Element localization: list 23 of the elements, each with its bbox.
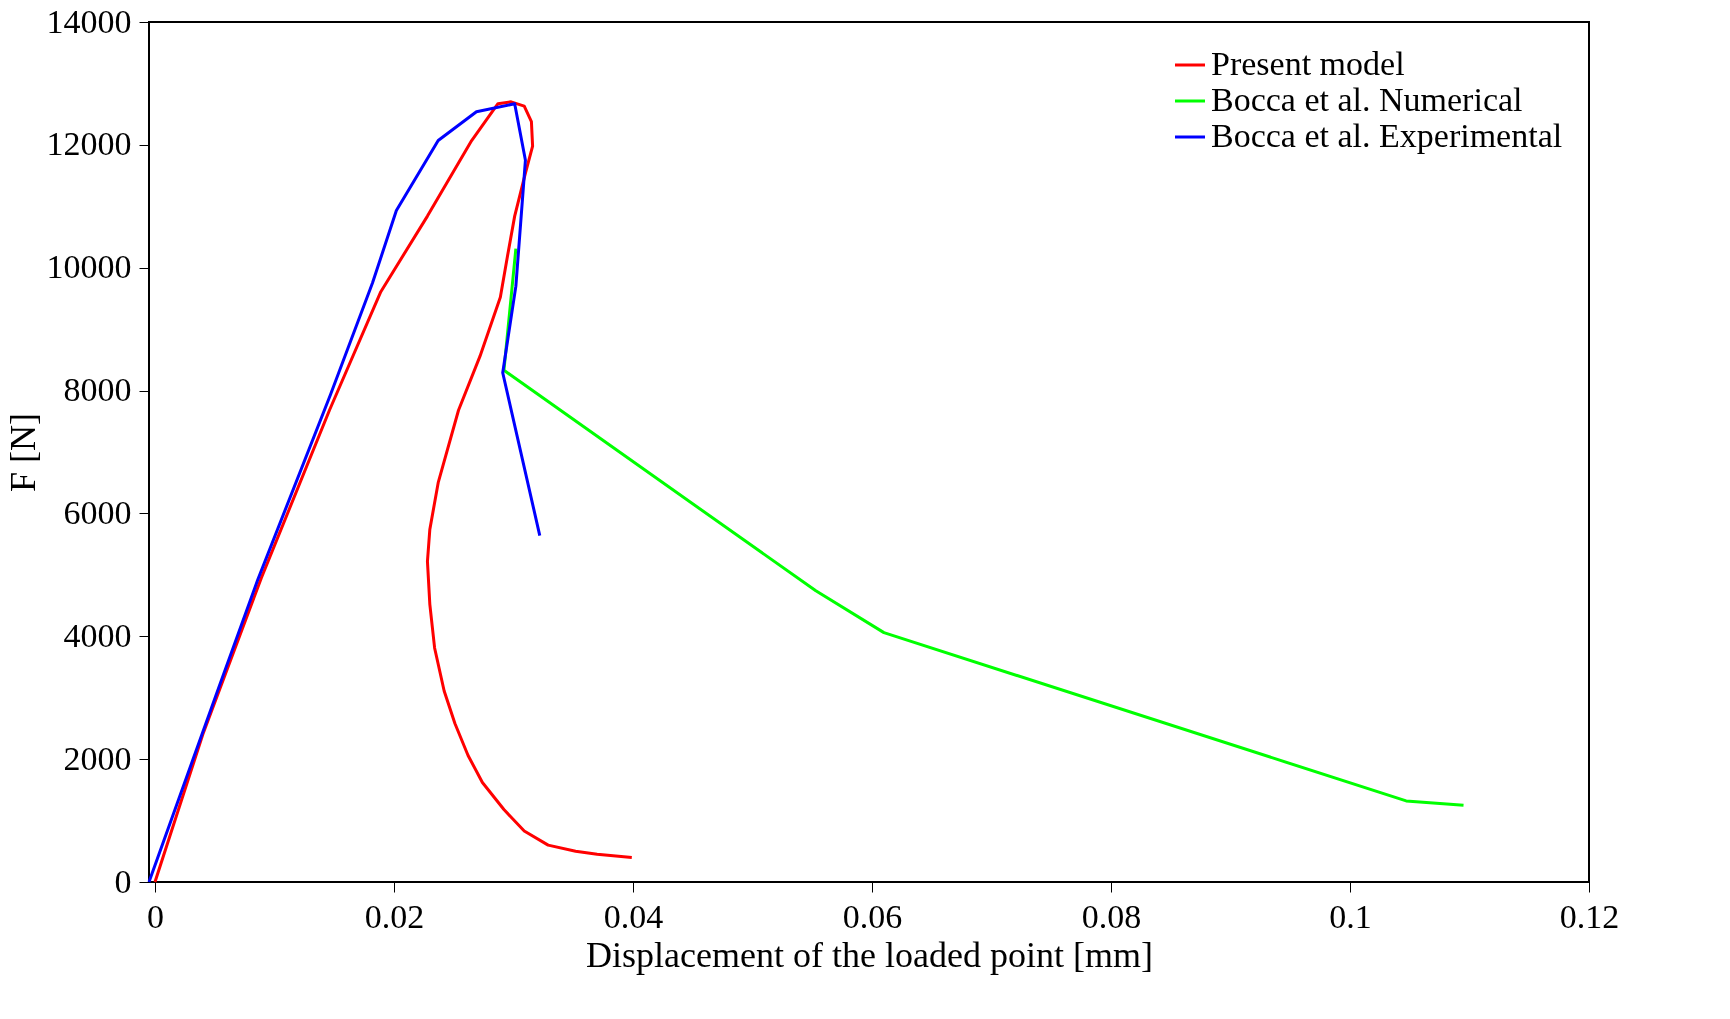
y-tick-label: 0 (114, 862, 132, 900)
x-tick-label: 0.06 (842, 897, 903, 935)
legend-label: Bocca et al. Experimental (1211, 117, 1563, 154)
x-tick-label: 0.04 (603, 897, 664, 935)
y-tick-label: 8000 (63, 371, 132, 409)
y-tick-label: 2000 (63, 739, 132, 777)
line-series (147, 102, 542, 884)
legend-label: Bocca et al. Numerical (1211, 81, 1523, 118)
x-tick-label: 0 (146, 897, 164, 935)
x-tick-label: 0.1 (1329, 897, 1372, 935)
line-series (502, 247, 1466, 807)
x-tick-label: 0.08 (1081, 897, 1142, 935)
y-axis-title: F [N] (2, 413, 43, 492)
x-tick-label: 0.02 (364, 897, 425, 935)
y-tick-label: 14000 (46, 2, 132, 40)
line-series (153, 100, 634, 884)
y-tick-label: 6000 (63, 493, 132, 531)
y-tick-label: 12000 (46, 125, 132, 163)
legend-label: Present model (1211, 45, 1405, 82)
y-tick-label: 10000 (46, 248, 132, 286)
y-tick-label: 4000 (63, 616, 132, 654)
x-axis-title: Displacement of the loaded point [mm] (586, 934, 1153, 975)
x-tick-label: 0.12 (1559, 897, 1620, 935)
